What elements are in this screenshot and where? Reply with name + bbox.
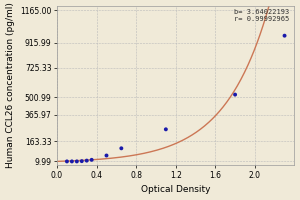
Point [64,160,69,163]
Point [282,34,287,37]
Point [80,160,84,163]
Point [164,128,168,131]
Point [84,159,89,162]
Point [104,154,109,157]
Point [74,160,79,163]
Point [89,158,94,161]
Text: b= 3.64022193
r= 0.99992965: b= 3.64022193 r= 0.99992965 [234,9,290,22]
Y-axis label: Human CCL26 concentration (pg/ml): Human CCL26 concentration (pg/ml) [6,3,15,168]
Point [119,147,124,150]
X-axis label: Optical Density: Optical Density [141,185,211,194]
Point [233,93,238,96]
Point [70,160,74,163]
